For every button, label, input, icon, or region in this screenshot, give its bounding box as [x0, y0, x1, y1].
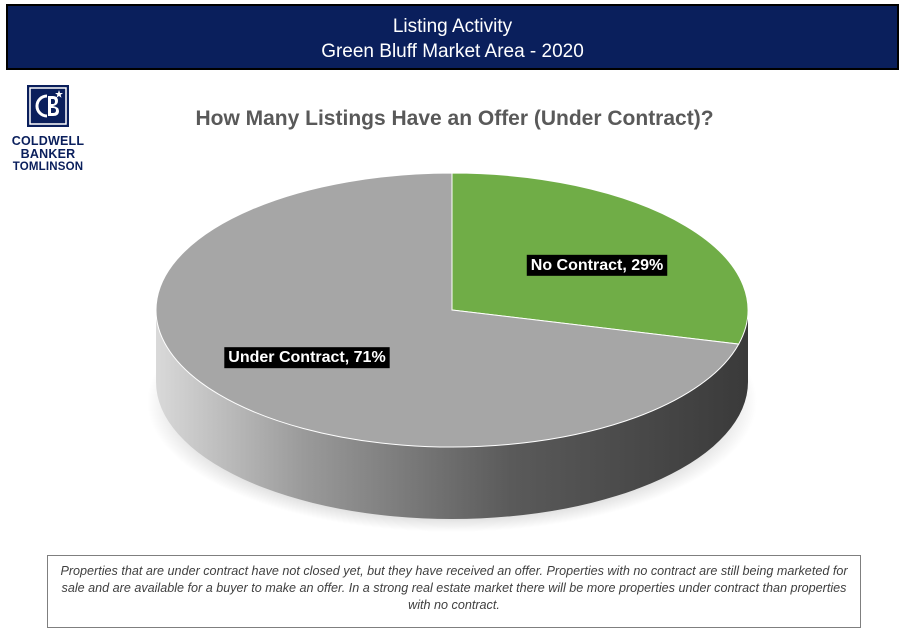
svg-text:Under Contract, 71%: Under Contract, 71% — [228, 349, 385, 366]
coldwell-banker-cb-logo-icon — [27, 85, 69, 127]
logo-text-line3: TOMLINSON — [12, 161, 84, 173]
data-label-no-contract: No Contract, 29% — [526, 254, 668, 276]
header-subtitle: Green Bluff Market Area - 2020 — [321, 41, 584, 62]
chart-title: How Many Listings Have an Offer (Under C… — [195, 107, 714, 130]
caption-box: Properties that are under contract have … — [47, 555, 861, 628]
data-label-under-contract: Under Contract, 71% — [224, 347, 390, 369]
company-logo: COLDWELL BANKER TOMLINSON — [6, 84, 90, 174]
logo-text-line2: BANKER — [20, 147, 76, 161]
svg-text:No Contract, 29%: No Contract, 29% — [531, 257, 663, 274]
header-title: Listing Activity — [392, 16, 513, 37]
header-banner: Listing Activity Green Bluff Market Area… — [6, 4, 899, 70]
logo-text-line1: COLDWELL — [11, 134, 85, 148]
pie-side-wall — [156, 310, 748, 519]
pie-slice-under-contract — [155, 172, 740, 448]
